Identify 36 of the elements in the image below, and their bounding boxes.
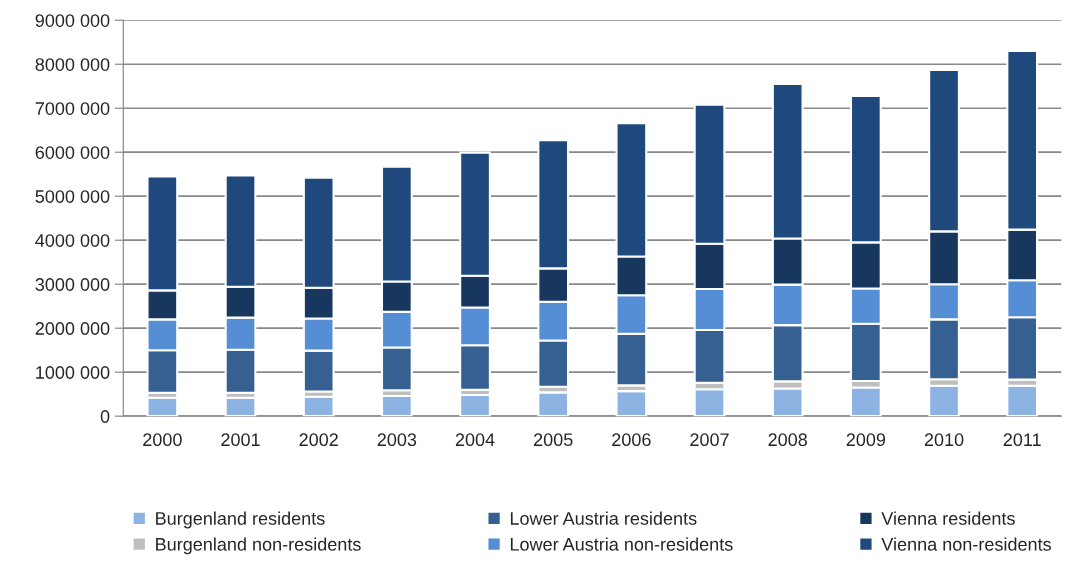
x-tick-label: 2007	[690, 433, 729, 447]
x-tick-label: 2001	[221, 433, 260, 447]
y-tick-label: 0	[100, 410, 110, 423]
y-tick-label: 2000 000	[35, 322, 110, 335]
x-tick-label: 2003	[377, 433, 417, 447]
legend-label: Lower Austria residents	[510, 511, 697, 525]
bar	[928, 384, 960, 417]
y-tick-label: 5000 000	[35, 190, 110, 203]
bar	[615, 390, 648, 417]
x-tick-label: 2009	[846, 433, 886, 447]
x-tick-label: 2004	[455, 433, 495, 447]
x-tick-label: 2006	[612, 433, 651, 447]
y-tick-label: 8000 000	[35, 58, 110, 71]
y-tick-label: 4000 000	[35, 234, 110, 247]
x-tick-label: 2011	[1003, 433, 1041, 447]
x-tick-label: 2008	[768, 433, 807, 447]
x-tick-label: 2002	[299, 433, 338, 447]
x-tick-label: 2010	[924, 433, 964, 447]
y-tick-label: 9000 000	[35, 14, 110, 27]
x-tick-label: 2005	[534, 433, 573, 447]
legend-label: Vienna non-residents	[881, 537, 1051, 551]
legend-label: Lower Austria non-residents	[510, 537, 733, 551]
legend-label: Vienna residents	[881, 511, 1015, 525]
y-tick-label: 3000 000	[35, 278, 110, 291]
y-tick-label: 6000 000	[35, 146, 110, 159]
y-tick-label: 1000 000	[36, 366, 110, 379]
y-tick-label: 7000 000	[35, 102, 110, 115]
legend-label: Burgenland residents	[156, 511, 325, 529]
bar	[537, 391, 570, 417]
legend-label: Burgenland non-residents	[156, 537, 361, 555]
bar	[693, 388, 726, 417]
x-tick-label: 2000	[143, 433, 182, 447]
bar	[1006, 384, 1039, 417]
bar	[849, 386, 882, 417]
bar	[459, 394, 491, 417]
bar	[380, 394, 413, 417]
